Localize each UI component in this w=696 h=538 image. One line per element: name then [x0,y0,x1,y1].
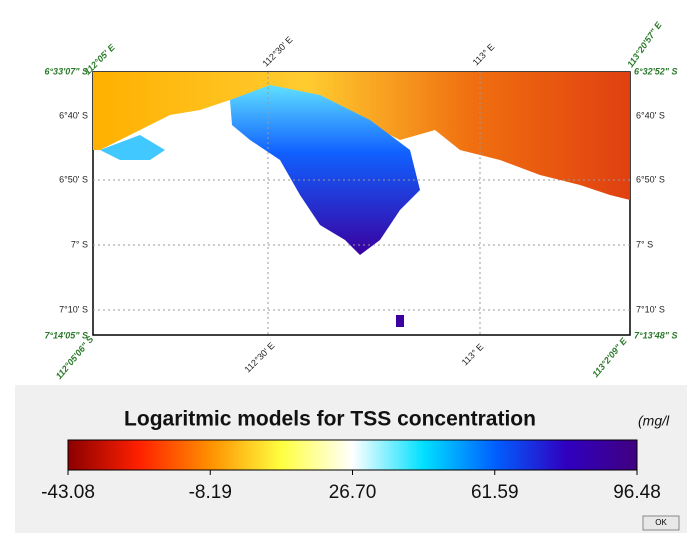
corner-label: 6°32'52" S [634,66,678,76]
corner-label: 7°13'48" S [634,330,678,340]
lat-label: 7°10' S [636,304,665,314]
colorbar-tick-label: -8.19 [189,482,232,503]
plume-raster [100,135,165,160]
lat-label: 7° S [71,239,88,249]
graticule [93,72,630,335]
colorbar-title: Logaritmic models for TSS concentration [124,408,536,431]
plume-raster [396,315,404,327]
colorbar-tick-label: 26.70 [329,482,377,503]
colorbar-tick-label: -43.08 [41,482,95,503]
ok-label[interactable]: OK [655,518,667,527]
corner-label: 7°14'05" S [44,330,88,340]
lat-label: 7° S [636,239,653,249]
colorbar [67,439,638,471]
map: 112°05' E 112°30' E 113° E 113°20'57" E … [44,19,677,381]
ok-button[interactable] [642,515,680,531]
lat-label: 7°10' S [59,304,88,314]
sea-raster [93,72,630,200]
lat-label: 6°40' S [59,110,88,120]
lat-label: 6°50' S [636,174,665,184]
corner-label: 6°33'07" S [44,66,88,76]
plume-raster [230,85,420,255]
colorbar-unit: (mg/l [638,413,670,429]
colorbar-tick-label: 96.48 [613,482,661,503]
colorbar-tick-label: 61.59 [471,482,519,503]
lat-label: 6°50' S [59,174,88,184]
lat-label: 6°40' S [636,110,665,120]
